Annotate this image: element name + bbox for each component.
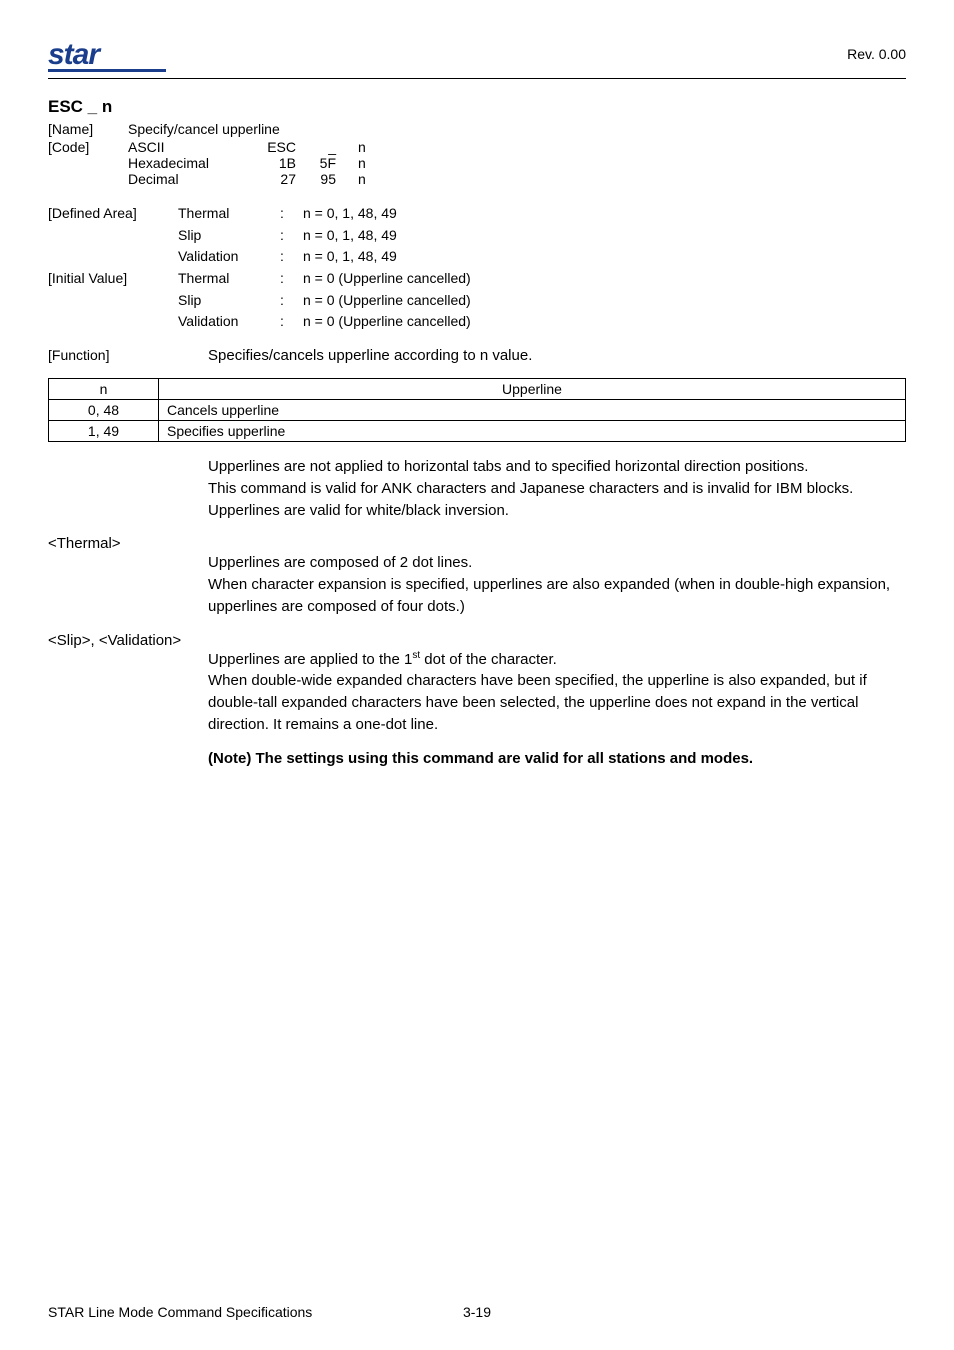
colon: : [273,246,291,268]
table-row: 0, 48 Cancels upperline [49,400,906,421]
paragraph: This command is valid for ANK characters… [208,478,906,500]
def-value: n = 0, 1, 48, 49 [291,246,906,268]
code-label: [Code] [48,139,128,155]
text: dot of the character. [420,651,557,668]
code-col: ESC [248,139,296,155]
table-cell: Cancels upperline [159,400,906,421]
colon: : [273,225,291,247]
function-text: Specifies/cancels upperline according to… [208,347,906,364]
code-table: [Code] ASCII ESC _ n Hexadecimal 1B 5F n… [48,139,906,187]
table-header-n: n [49,379,159,400]
code-format: ASCII [128,139,248,155]
def-target: Slip [178,225,273,247]
colon: : [273,268,291,290]
def-value: n = 0, 1, 48, 49 [291,225,906,247]
code-col: 27 [248,171,296,187]
init-target: Validation [178,311,273,333]
paragraph: Upperlines are composed of 2 dot lines. [208,552,906,574]
table-cell: 1, 49 [49,421,159,442]
code-col: _ [296,139,336,155]
defined-area-block: [Defined Area] Thermal : n = 0, 1, 48, 4… [48,203,906,333]
table-cell: 0, 48 [49,400,159,421]
slip-validation-heading: <Slip>, <Validation> [48,632,906,649]
colon: : [273,311,291,333]
table-cell: Specifies upperline [159,421,906,442]
footer: STAR Line Mode Command Specifications 3-… [48,1304,906,1320]
name-value: Specify/cancel upperline [128,121,906,137]
paragraph: Upperlines are valid for white/black inv… [208,500,906,522]
paragraph-block: Upperlines are applied to the 1st dot of… [48,649,906,736]
code-col: 1B [248,155,296,171]
def-target: Validation [178,246,273,268]
init-value: n = 0 (Upperline cancelled) [291,311,906,333]
code-col: n [336,171,376,187]
upperline-table: n Upperline 0, 48 Cancels upperline 1, 4… [48,378,906,442]
def-target: Thermal [178,203,273,225]
revision-label: Rev. 0.00 [847,46,906,62]
colon: : [273,203,291,225]
command-title: ESC _ n [48,97,906,117]
function-label: [Function] [48,347,208,364]
footer-title: STAR Line Mode Command Specifications [48,1304,312,1320]
header-rule [48,78,906,79]
paragraph-block: Upperlines are not applied to horizontal… [48,456,906,521]
colon: : [273,290,291,312]
paragraph: When double-wide expanded characters hav… [208,670,906,735]
code-col: 5F [296,155,336,171]
def-value: n = 0, 1, 48, 49 [291,203,906,225]
table-row: 1, 49 Specifies upperline [49,421,906,442]
logo: star [48,38,166,72]
code-format: Decimal [128,171,248,187]
init-value: n = 0 (Upperline cancelled) [291,290,906,312]
code-col: n [336,155,376,171]
init-target: Slip [178,290,273,312]
superscript: st [412,650,420,661]
note-text: (Note) The settings using this command a… [48,750,906,767]
paragraph: When character expansion is specified, u… [208,574,906,618]
defined-area-label: [Defined Area] [48,203,178,225]
paragraph-block: Upperlines are composed of 2 dot lines. … [48,552,906,617]
text: Upperlines are applied to the 1 [208,651,412,668]
code-format: Hexadecimal [128,155,248,171]
thermal-heading: <Thermal> [48,535,906,552]
code-col: n [336,139,376,155]
code-col: 95 [296,171,336,187]
table-header-desc: Upperline [159,379,906,400]
footer-page: 3-19 [463,1304,491,1320]
logo-text: star [48,38,166,72]
initial-value-label: [Initial Value] [48,268,178,290]
paragraph: Upperlines are applied to the 1st dot of… [208,649,906,671]
init-value: n = 0 (Upperline cancelled) [291,268,906,290]
paragraph: Upperlines are not applied to horizontal… [208,456,906,478]
init-target: Thermal [178,268,273,290]
name-label: [Name] [48,121,128,137]
